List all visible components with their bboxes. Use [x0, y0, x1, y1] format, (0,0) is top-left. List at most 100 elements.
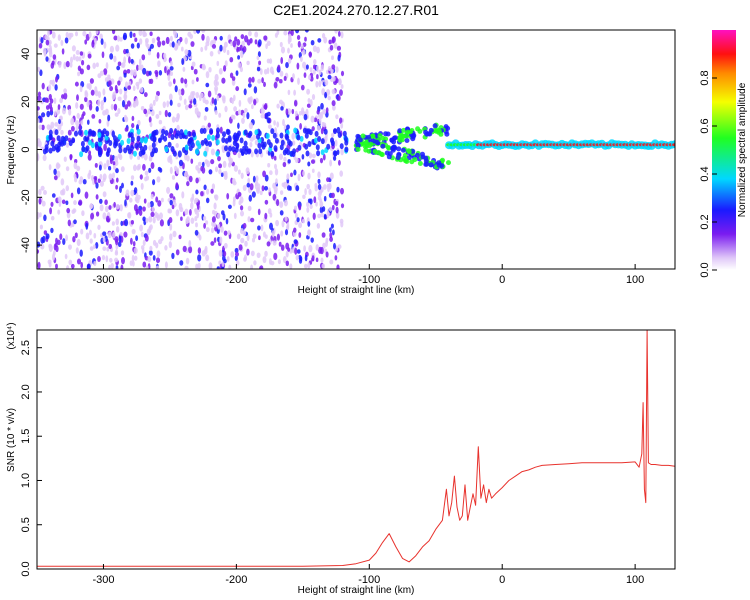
spectrogram-cell — [332, 150, 337, 157]
spectrogram-cell — [164, 66, 167, 74]
spectrogram-cell — [264, 103, 268, 110]
spectrogram-cell — [251, 191, 256, 198]
spectrogram-cell — [186, 216, 190, 224]
spectrogram-cell — [142, 163, 146, 171]
spectrogram-cell — [263, 68, 268, 75]
spectrogram-cell — [360, 133, 366, 139]
spectrogram-cell — [269, 170, 273, 176]
spectrogram-cell — [159, 128, 162, 135]
spectrogram-cell — [95, 30, 99, 35]
spectrogram-cell — [169, 66, 174, 71]
spectrogram-cell — [109, 154, 113, 162]
spectrogram-cell — [100, 38, 104, 45]
spectrogram-cell — [298, 110, 302, 116]
spectrogram-cell — [254, 39, 258, 45]
spectrogram-cell — [158, 138, 162, 144]
spectrogram-cell — [237, 130, 241, 137]
spectrogram-cell — [166, 100, 170, 108]
spectrogram-y-ticks: -40 -20 0 20 40 — [20, 48, 42, 253]
spectrogram-cell — [235, 86, 240, 92]
spectrogram-cell — [205, 227, 210, 233]
spectrogram-cell — [54, 122, 59, 127]
spectrogram-cell — [317, 136, 322, 142]
spectrogram-cell — [157, 40, 162, 48]
spectrogram-cell — [339, 89, 343, 96]
spectrogram-cell — [148, 145, 153, 151]
spectrogram-cell — [123, 56, 127, 64]
spectrogram-cell — [280, 244, 285, 251]
spectrogram-cell — [115, 168, 119, 174]
spectrogram-cell — [94, 177, 97, 185]
snr-y-ticks: 0.0 0.5 1.0 1.5 2.0 2.5 — [20, 340, 42, 577]
spectrogram-cell — [72, 235, 76, 243]
spectrogram-cell — [178, 234, 182, 240]
spectrogram-x-axis-label: Height of straight line (km) — [298, 285, 415, 296]
spectrogram-cell — [170, 146, 175, 152]
spectrogram-cell — [250, 217, 255, 223]
spectrogram-cell — [56, 145, 61, 152]
spectrogram-cell — [144, 136, 148, 143]
spectrogram-cell — [326, 89, 331, 96]
spectrogram-cell — [88, 139, 92, 146]
spectrogram-cell — [106, 246, 110, 252]
spectrogram-cell — [131, 254, 135, 262]
spectrogram-cell — [156, 36, 161, 42]
colorbar-gradient — [712, 30, 736, 270]
spectrogram-cell — [154, 147, 158, 154]
spectrogram-cell — [316, 150, 321, 157]
spectrogram-cell — [210, 241, 215, 246]
spectrogram-cell — [340, 31, 344, 39]
spectrogram-cell — [264, 212, 268, 220]
spectrogram-cell — [109, 86, 114, 92]
spectrogram-cell — [48, 164, 52, 171]
spectrogram-cell — [112, 231, 116, 239]
spectrogram-cell — [76, 258, 82, 265]
spectrogram-cell — [193, 98, 197, 105]
spectrogram-cell — [219, 126, 223, 134]
spectrogram-cell — [124, 116, 129, 123]
spectrogram-cell — [302, 42, 307, 47]
spectrogram-cell — [154, 70, 159, 75]
spectrogram-cell — [169, 199, 173, 206]
spectrogram-cell — [242, 184, 247, 192]
spectrogram-cell — [68, 244, 72, 250]
spectrogram-cell — [75, 56, 80, 62]
spectrogram-cell — [225, 218, 229, 225]
spectrogram-cell — [80, 140, 85, 147]
spectrogram-cell — [149, 121, 153, 128]
spectrogram-cell — [80, 228, 84, 235]
spectrogram-cell — [150, 43, 154, 49]
spectrogram-cell — [143, 108, 148, 115]
spectrogram-cell — [256, 133, 260, 140]
spectrogram-cell — [205, 197, 210, 204]
spectrogram-cell — [203, 138, 208, 144]
spectrogram-cell — [175, 142, 179, 149]
spectrogram-cell — [171, 252, 175, 260]
spectrogram-cell — [298, 222, 303, 229]
spectrogram-cell — [277, 64, 281, 71]
spectrogram-cell — [140, 231, 144, 238]
spectrogram-cell — [135, 235, 139, 242]
spectrogram-cell — [315, 257, 319, 263]
spectrogram-cell — [47, 30, 50, 37]
spectrogram-cell — [428, 162, 434, 168]
spectrogram-cell — [218, 68, 223, 75]
spectrogram-cell — [193, 30, 197, 35]
spectrogram-cell — [305, 150, 310, 157]
spectrogram-cell — [280, 106, 284, 111]
spectrogram-marks — [37, 30, 675, 269]
spectrogram-cell — [155, 257, 161, 264]
spectrogram-cell — [277, 259, 281, 265]
spectrogram-cell — [237, 62, 242, 69]
spectrogram-cell — [102, 246, 107, 251]
spectrogram-cell — [190, 41, 195, 47]
spectrogram-cell — [293, 127, 298, 134]
spectrogram-cell — [404, 138, 410, 143]
spectrogram-cell — [184, 104, 189, 111]
spectrogram-cell — [168, 81, 172, 87]
spectrogram-cell — [308, 152, 313, 159]
spectrogram-cell — [156, 176, 161, 183]
spectrogram-cell — [84, 191, 89, 199]
snr-y-tick-label: 0.5 — [20, 517, 32, 532]
spectrogram-cell — [223, 242, 228, 249]
